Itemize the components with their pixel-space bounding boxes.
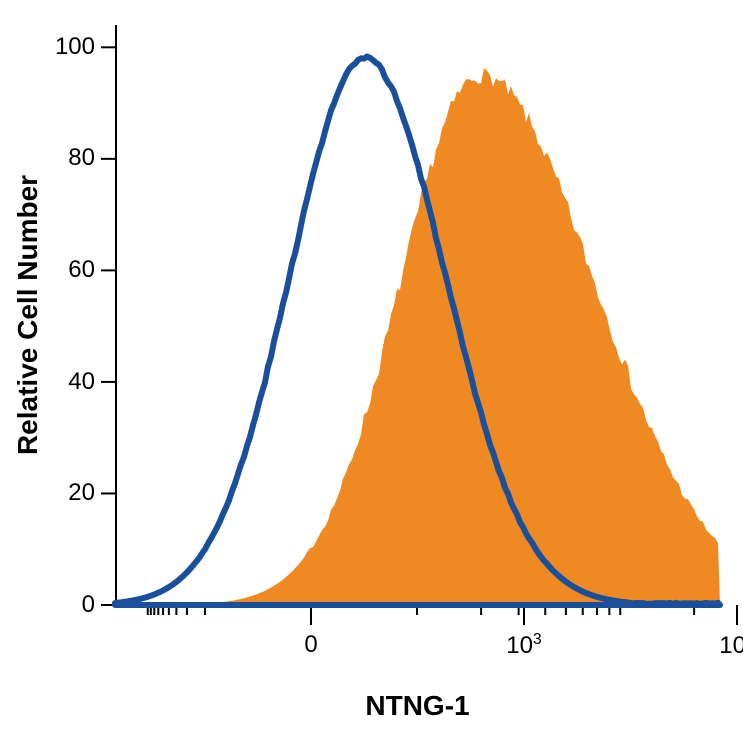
y-tick-label: 60 xyxy=(68,256,95,284)
x-tick-label: 103 xyxy=(506,631,541,660)
flow-cytometry-histogram: Relative Cell Number NTNG-1 0 20 40 60 80 100… xyxy=(0,0,743,745)
y-tick-label: 100 xyxy=(55,33,95,61)
x-tick-label: 0 xyxy=(304,631,317,659)
x-tick-label: 104 xyxy=(719,631,743,660)
y-axis-label: Relative Cell Number xyxy=(12,175,44,455)
y-tick-label: 0 xyxy=(82,591,95,619)
plot-svg xyxy=(0,0,743,745)
y-tick-label: 80 xyxy=(68,144,95,172)
x-axis-label: NTNG-1 xyxy=(365,690,469,722)
y-tick-label: 40 xyxy=(68,368,95,396)
series-sample xyxy=(115,68,720,605)
y-tick-label: 20 xyxy=(68,479,95,507)
